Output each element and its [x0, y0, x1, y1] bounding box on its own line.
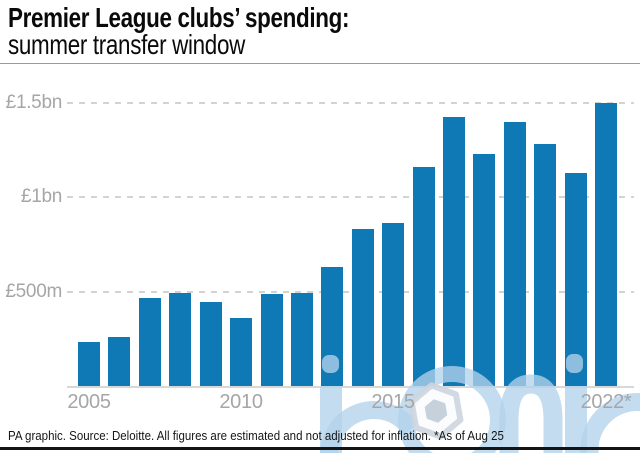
gridline-£1.5bn — [67, 101, 634, 104]
title-divider — [0, 63, 640, 64]
bar-2012 — [291, 293, 313, 386]
chart-title: Premier League clubs’ spending: summer t… — [8, 2, 350, 60]
bar-2014 — [352, 229, 374, 386]
bar-2016 — [413, 167, 435, 386]
bar-2009 — [200, 302, 222, 386]
bar-2022* — [595, 103, 617, 386]
bar-2020 — [534, 144, 556, 386]
source-caption: PA graphic. Source: Deloitte. All figure… — [8, 429, 504, 443]
bar-2006 — [108, 337, 130, 386]
bar-2013 — [321, 267, 343, 386]
bar-2017 — [443, 117, 465, 386]
x-axis-line — [67, 386, 634, 388]
bar-2021 — [565, 173, 587, 386]
bar-2019 — [504, 122, 526, 386]
bar-2015 — [382, 223, 404, 386]
bar-2008 — [169, 293, 191, 386]
bar-2005 — [78, 342, 100, 386]
bar-2018 — [473, 154, 495, 386]
bottom-border — [0, 447, 640, 450]
gridline-£500m — [67, 290, 634, 293]
bar-2010 — [230, 318, 252, 386]
title-line-bold: Premier League clubs’ spending: — [8, 2, 350, 33]
bar-2007 — [139, 298, 161, 386]
gridline-£1bn — [67, 196, 634, 199]
title-line-regular: summer transfer window — [8, 29, 245, 60]
bar-2011 — [261, 294, 283, 386]
